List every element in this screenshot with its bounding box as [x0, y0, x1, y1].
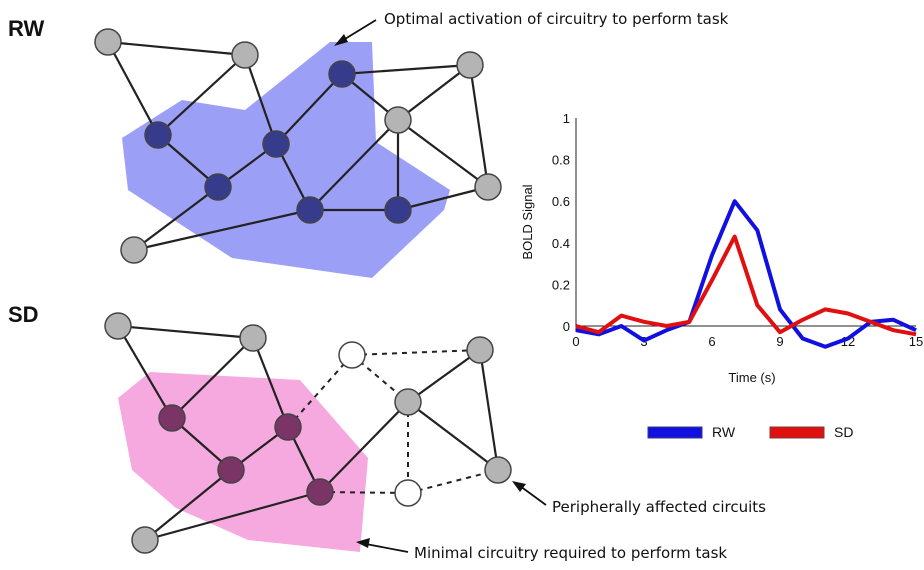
network-node: [484, 456, 512, 484]
legend-item-sd: SD: [769, 424, 853, 440]
legend-swatch-rw: [647, 426, 703, 439]
active-node: [306, 478, 334, 506]
y-tick-label: 0.2: [552, 277, 570, 292]
network-node: [466, 336, 494, 364]
active-node: [158, 404, 186, 432]
legend-swatch-sd: [769, 426, 825, 439]
bold-signal-chart: 00.20.40.60.81 0 3 6 9 12 15 BOLD Signal Time…: [520, 111, 923, 440]
x-tick-label: 0: [572, 334, 579, 349]
annotation-minimal: Minimal circuitry required to perform ta…: [356, 538, 727, 562]
legend: RW SD: [647, 424, 853, 440]
network-node: [239, 324, 267, 352]
x-tick-label: 15: [909, 334, 923, 349]
network-node: [231, 41, 259, 69]
network-node: [120, 236, 148, 264]
x-tick-labels: 0 3 6 9 12 15: [572, 334, 923, 349]
y-tick-label: 1: [563, 111, 570, 126]
panel-label-sd: SD: [8, 302, 39, 327]
network-node: [384, 106, 412, 134]
series-line-rw: [575, 199, 917, 349]
x-tick-label: 6: [708, 334, 715, 349]
active-node: [384, 196, 412, 224]
arrow-icon: [365, 543, 409, 553]
arrowhead-icon: [512, 481, 526, 492]
network-node: [394, 388, 422, 416]
network-node: [474, 173, 502, 201]
network-node: [94, 28, 122, 56]
arrow-icon: [519, 485, 547, 506]
chart-series: [575, 199, 917, 349]
sd-network: [104, 312, 512, 554]
active-node: [274, 413, 302, 441]
sd-nodes: [104, 312, 512, 554]
active-node: [204, 173, 232, 201]
legend-label-sd: SD: [834, 424, 853, 440]
annotation-minimal-text: Minimal circuitry required to perform ta…: [414, 544, 727, 562]
active-node: [296, 196, 324, 224]
rw-nodes: [94, 28, 502, 264]
network-node: [131, 526, 159, 554]
active-node: [262, 130, 290, 158]
series-line-sd: [575, 234, 917, 337]
y-tick-label: 0: [563, 319, 570, 334]
legend-item-rw: RW: [647, 424, 736, 440]
active-node: [217, 456, 245, 484]
annotation-optimal: Optimal activation of circuitry to perfo…: [334, 10, 729, 46]
rw-network: [94, 28, 502, 278]
panel-label-rw: RW: [8, 16, 44, 41]
annotation-peripheral-text: Peripherally affected circuits: [552, 498, 766, 516]
legend-label-rw: RW: [712, 424, 736, 440]
rw-activation-region: [122, 42, 450, 278]
arrowhead-icon: [356, 538, 370, 548]
active-node: [328, 60, 356, 88]
active-node: [144, 121, 172, 149]
inactive-node: [338, 341, 366, 369]
y-tick-label: 0.4: [552, 236, 570, 251]
annotation-peripheral: Peripherally affected circuits: [512, 481, 766, 516]
x-tick-label: 9: [776, 334, 783, 349]
inactive-node: [394, 479, 422, 507]
x-axis-label: Time (s): [728, 370, 775, 385]
y-tick-labels: 0 0.2 0.4 0.6 0.8 1: [552, 111, 570, 334]
y-axis-label: BOLD Signal: [520, 184, 535, 259]
y-tick-label: 0.8: [552, 153, 570, 168]
y-tick-label: 0.6: [552, 194, 570, 209]
network-node: [456, 51, 484, 79]
annotation-optimal-text: Optimal activation of circuitry to perfo…: [384, 10, 729, 28]
arrowhead-icon: [334, 34, 348, 46]
network-node: [104, 312, 132, 340]
